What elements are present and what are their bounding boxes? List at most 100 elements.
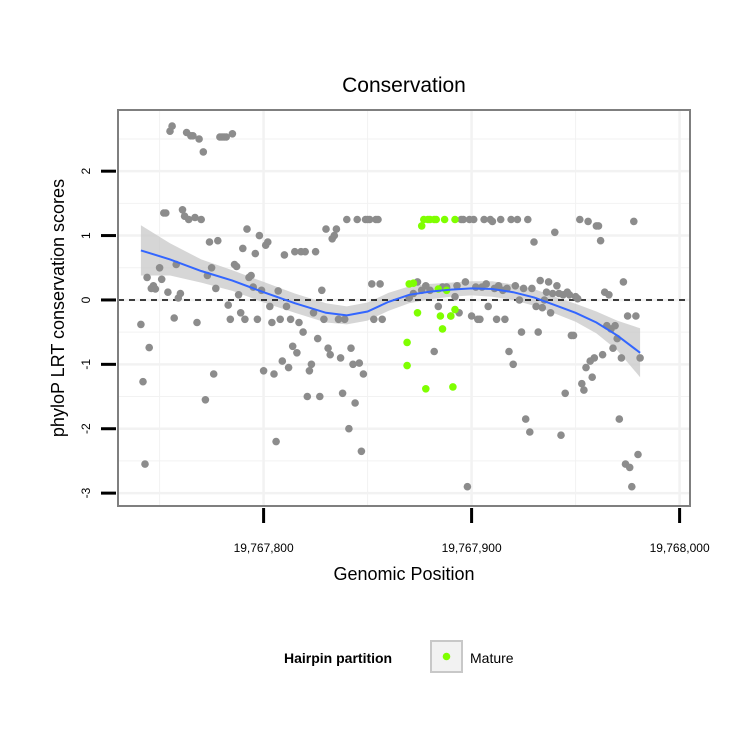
data-point-other bbox=[546, 309, 555, 317]
data-point-other bbox=[561, 389, 569, 398]
data-point-other bbox=[278, 357, 287, 365]
data-point-other bbox=[228, 130, 237, 138]
data-point-other bbox=[584, 217, 592, 226]
data-point-other bbox=[351, 399, 359, 407]
data-point-other bbox=[316, 392, 324, 401]
data-point-other bbox=[636, 354, 644, 362]
data-point-other bbox=[451, 292, 459, 301]
data-point-other bbox=[484, 302, 493, 311]
data-point-other bbox=[528, 284, 536, 293]
data-point-other bbox=[151, 285, 160, 293]
data-point-other bbox=[345, 424, 353, 433]
data-point-other bbox=[480, 215, 488, 224]
data-point-other bbox=[634, 450, 642, 459]
data-point-other bbox=[199, 148, 208, 156]
data-point-other bbox=[463, 482, 472, 491]
data-point-other bbox=[207, 264, 216, 272]
data-point-other bbox=[565, 291, 574, 299]
legend-title: Hairpin partition bbox=[284, 650, 392, 666]
data-point-other bbox=[224, 301, 232, 309]
data-point-other bbox=[374, 215, 382, 224]
smooth-line bbox=[140, 249, 641, 354]
data-point-other bbox=[573, 294, 582, 303]
data-point-other bbox=[343, 215, 351, 224]
data-point-other bbox=[309, 309, 318, 317]
data-point-other bbox=[594, 222, 603, 230]
legend-label-mature: Mature bbox=[470, 650, 514, 666]
data-point-other bbox=[534, 328, 542, 336]
y-axis: 2 1 0 -1 -2 -3 bbox=[79, 168, 116, 498]
data-point-mature bbox=[438, 325, 447, 333]
data-point-other bbox=[222, 133, 230, 141]
data-point-other bbox=[195, 135, 203, 143]
data-point-other bbox=[286, 315, 295, 324]
data-point-other bbox=[365, 215, 374, 224]
data-point-other bbox=[178, 206, 187, 214]
data-point-other bbox=[532, 302, 540, 311]
data-point-other bbox=[598, 350, 607, 359]
plot-panel bbox=[118, 110, 690, 506]
data-point-other bbox=[501, 315, 509, 324]
data-point-mature bbox=[413, 309, 422, 317]
data-point-other bbox=[282, 302, 291, 311]
data-point-other bbox=[476, 315, 484, 324]
x-axis-title: Genomic Position bbox=[333, 564, 474, 584]
data-point-other bbox=[288, 342, 297, 351]
data-point-other bbox=[255, 231, 264, 240]
data-point-other bbox=[338, 389, 347, 398]
data-point-other bbox=[324, 344, 332, 353]
data-point-other bbox=[170, 314, 178, 322]
data-point-other bbox=[293, 349, 301, 357]
data-point-other bbox=[197, 215, 205, 224]
legend: Hairpin partition Mature bbox=[284, 640, 514, 673]
y-tick-label: -2 bbox=[79, 423, 93, 434]
data-point-other bbox=[320, 315, 328, 324]
data-point-other bbox=[234, 291, 243, 299]
data-point-other bbox=[270, 370, 278, 378]
data-point-other bbox=[189, 132, 197, 140]
data-point-other bbox=[461, 278, 470, 286]
data-point-mature bbox=[403, 361, 411, 370]
legend-key-marker bbox=[442, 652, 451, 661]
data-point-other bbox=[617, 354, 626, 362]
data-point-mature bbox=[417, 222, 426, 230]
data-point-other bbox=[164, 288, 172, 297]
data-point-other bbox=[137, 320, 145, 329]
data-point-other bbox=[368, 280, 376, 288]
data-point-other bbox=[143, 273, 151, 282]
y-tick-label: -1 bbox=[79, 359, 93, 370]
data-point-mature bbox=[451, 305, 459, 314]
data-point-other bbox=[515, 296, 524, 304]
data-point-mature bbox=[447, 312, 455, 320]
data-point-other bbox=[212, 284, 220, 293]
data-point-other bbox=[469, 215, 478, 224]
points-other bbox=[137, 122, 644, 491]
data-point-other bbox=[326, 350, 335, 359]
data-point-other bbox=[264, 238, 272, 246]
data-point-other bbox=[276, 315, 285, 324]
data-point-other bbox=[214, 236, 222, 245]
data-point-other bbox=[625, 463, 634, 472]
data-point-other bbox=[359, 370, 368, 378]
data-point-other bbox=[243, 225, 251, 233]
data-point-other bbox=[201, 396, 210, 404]
data-point-other bbox=[511, 282, 520, 290]
data-point-other bbox=[349, 360, 357, 369]
data-point-other bbox=[176, 289, 185, 298]
data-point-other bbox=[318, 286, 326, 295]
data-point-other bbox=[280, 251, 289, 259]
data-point-other bbox=[544, 278, 553, 286]
data-point-other bbox=[209, 370, 218, 378]
data-point-other bbox=[274, 287, 283, 295]
data-point-other bbox=[605, 291, 613, 299]
data-point-other bbox=[632, 312, 640, 320]
data-point-other bbox=[259, 367, 268, 375]
data-point-other bbox=[336, 354, 345, 362]
data-point-other bbox=[557, 431, 565, 440]
data-point-other bbox=[590, 354, 599, 362]
data-point-other bbox=[236, 309, 245, 317]
data-point-other bbox=[430, 347, 439, 356]
data-point-other bbox=[611, 321, 619, 330]
points-mature bbox=[403, 215, 459, 393]
data-point-other bbox=[482, 280, 491, 288]
